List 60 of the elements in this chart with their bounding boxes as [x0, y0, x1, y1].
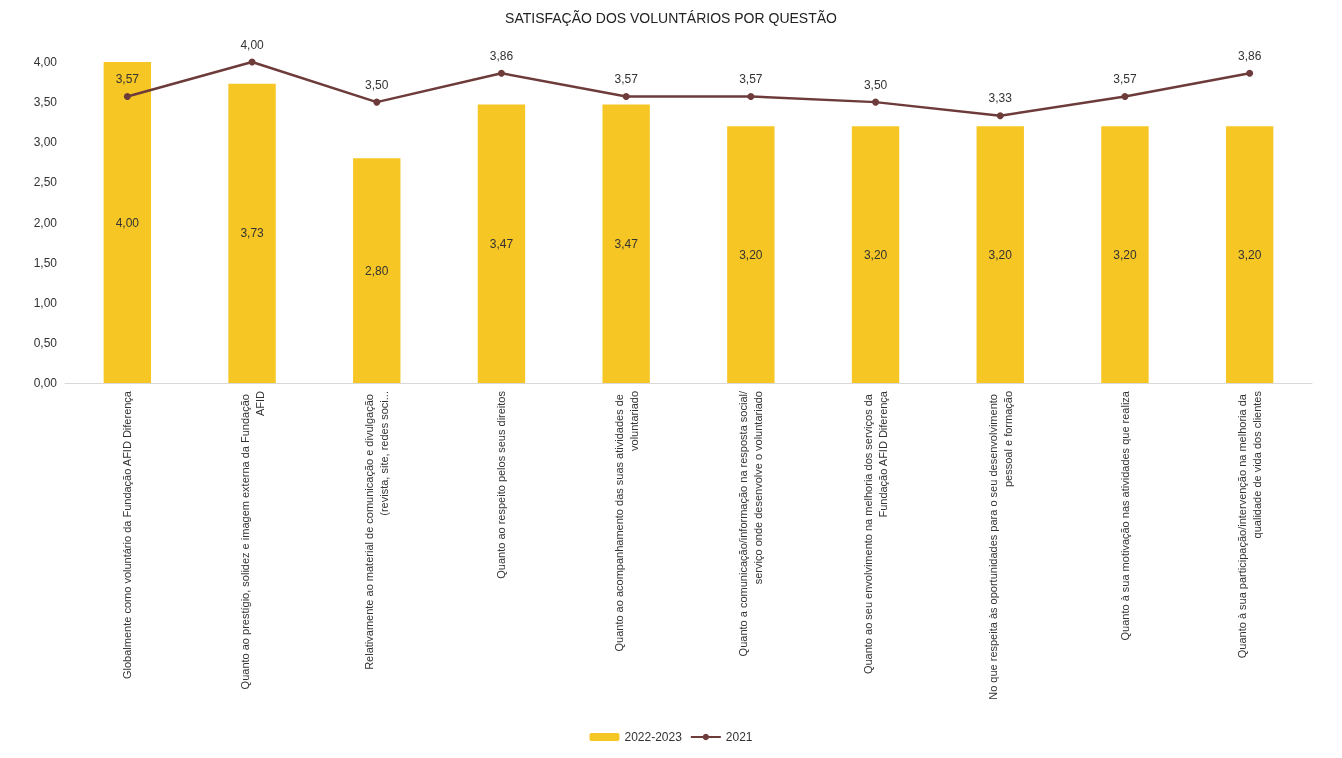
x-tick-label: Globalmente como voluntário da Fundação AFID Diferença: [121, 390, 134, 679]
chart-title: SATISFAÇÃO DOS VOLUNTÁRIOS POR QUESTÃO: [505, 10, 838, 26]
legend-label: 2022-2023: [624, 730, 683, 744]
data-label: 3,57: [1113, 72, 1137, 87]
bar: [1225, 126, 1274, 383]
y-tick-label: 3,00: [33, 135, 58, 150]
data-label: 4,00: [240, 37, 265, 52]
y-tick-label: 4,00: [33, 55, 58, 69]
bar: [353, 158, 401, 383]
data-label: 3,50: [863, 77, 888, 92]
point: [123, 93, 131, 101]
bar: [228, 83, 276, 383]
y-tick-label: 1,50: [33, 255, 58, 270]
legend-label: 2021: [725, 730, 753, 744]
data-label: 3,20: [988, 247, 1013, 262]
data-label: 2,80: [365, 263, 389, 278]
data-label: 3,86: [489, 48, 514, 63]
bar: [602, 104, 650, 383]
point: [747, 93, 755, 101]
point: [872, 98, 880, 106]
bar: [851, 126, 900, 383]
bar: [477, 104, 526, 383]
bar: [103, 62, 152, 383]
data-label: 3,57: [115, 72, 140, 87]
data-label: 3,86: [1237, 48, 1262, 63]
data-label: 3,33: [988, 91, 1013, 106]
x-tick-label: Relativamente ao material de comunicação e divulgação (revista, site, redes soci...: [363, 391, 391, 670]
data-label: 3,20: [1237, 247, 1262, 262]
y-tick-label: 2,50: [33, 175, 58, 190]
x-tick-label: Quanto ao seu envolvimento na melhoria dos serviços da Fundação AFID Diferença: [862, 390, 890, 675]
data-label: 3,73: [240, 226, 265, 241]
y-tick-label: 1,00: [33, 295, 58, 310]
data-label: 3,50: [365, 77, 389, 92]
x-tick-label: Quanto ao prestígio, solidez e imagem externa da Fundação AFID: [238, 390, 266, 690]
point: [1121, 93, 1129, 101]
x-tick-label: No que respeita às oportunidades para o seu desenvolvimento pessoal e formação: [986, 391, 1014, 700]
x-tick-label: Quanto ao respeito pelos seus direitos: [495, 390, 508, 579]
point: [497, 69, 505, 77]
bar: [976, 126, 1024, 383]
data-label: 3,47: [614, 236, 639, 251]
bar: [1101, 126, 1149, 383]
x-tick-label: Quanto à sua motivação nas atividades que realiza: [1118, 390, 1131, 641]
point: [1246, 69, 1254, 77]
data-label: 3,47: [489, 236, 514, 251]
bar: [727, 126, 775, 383]
point: [622, 93, 630, 101]
data-label: 3,20: [863, 247, 888, 262]
y-tick-label: 3,50: [33, 95, 58, 110]
data-label: 3,20: [739, 247, 763, 262]
point: [996, 112, 1004, 120]
y-tick-label: 2,00: [33, 215, 58, 230]
x-tick-label: Quanto à sua participação/intervenção na melhoria da qualidade de vida dos clientes: [1236, 390, 1264, 659]
data-label: 3,20: [1113, 247, 1137, 262]
y-tick-label: 0,50: [33, 335, 58, 350]
data-label: 3,57: [739, 72, 763, 87]
x-tick-label: Quanto ao acompanhamento das suas atividades de voluntariado: [612, 391, 640, 652]
data-label: 3,57: [614, 72, 639, 87]
point: [373, 98, 381, 106]
y-tick-label: 0,00: [33, 376, 58, 390]
data-label: 4,00: [115, 215, 140, 230]
